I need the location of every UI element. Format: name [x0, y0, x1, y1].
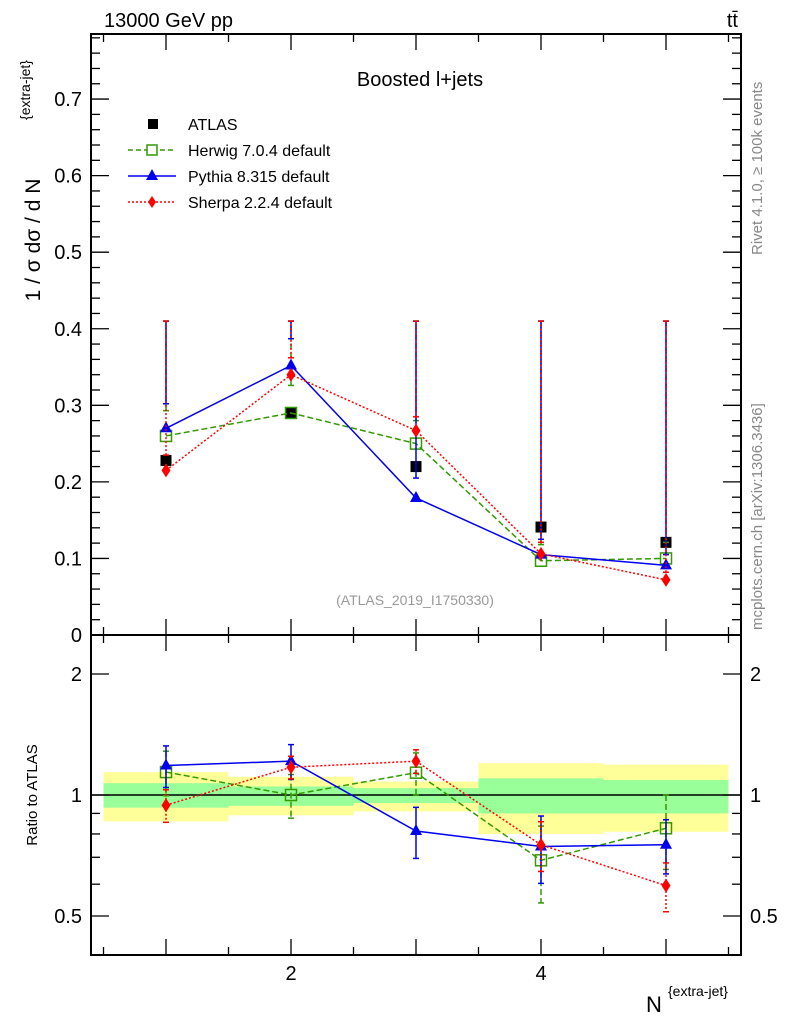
legend-pythia-marker	[146, 169, 158, 180]
ratio-y-tick-label: 1	[71, 785, 82, 807]
x-tick-label: 2	[285, 963, 296, 985]
ratio-pythia-point	[160, 758, 172, 770]
ratio-y-tick-label: 0.5	[54, 906, 82, 928]
legend-atlas-marker	[148, 119, 158, 129]
mcplots-label: mcplots.cern.ch [arXiv:1306.3436]	[749, 403, 766, 630]
main-herwig-point	[284, 406, 298, 420]
main-sherpa-point	[661, 572, 671, 587]
energy-label: 13000 GeV pp	[104, 10, 233, 32]
ratio-sherpa-point	[161, 798, 171, 813]
ratio-pythia-point	[660, 837, 672, 849]
ratio-y-tick-label-right: 0.5	[750, 906, 778, 928]
axis-ticks: 2 4 0 0.1 0.2 0.3 0.4 0.5 0.6 0.7 0.5 0.5 1 1 2 2	[54, 34, 778, 985]
data-marks	[159, 320, 673, 913]
main-sherpa-line	[165, 373, 667, 581]
y-axis-label: 1 / σ dσ / d N {extra-jet}	[17, 60, 45, 302]
ratio-sherpa-point	[286, 760, 296, 775]
y-tick-label: 0.4	[54, 319, 82, 341]
legend-item-atlas: ATLAS	[148, 117, 238, 134]
y-tick-label: 0.7	[54, 89, 82, 111]
y-tick-label: 0.6	[54, 166, 82, 188]
legend-sherpa-label: Sherpa 2.2.4 default	[188, 195, 333, 212]
analysis-label: (ATLAS_2019_I1750330)	[336, 592, 494, 608]
ratio-sherpa-point	[411, 754, 421, 769]
main-sherpa-point	[161, 463, 171, 478]
plot-title: Boosted l+jets	[357, 69, 483, 91]
x-axis-label: N	[646, 992, 662, 1017]
y-tick-label: 0.1	[54, 548, 82, 570]
ratio-pythia-point	[285, 754, 297, 766]
legend-item-pythia: Pythia 8.315 default	[128, 169, 330, 186]
legend: ATLAS Herwig 7.0.4 default Pythia 8.315 …	[128, 117, 333, 212]
y-tick-label: 0.2	[54, 472, 82, 494]
legend-sherpa-marker	[148, 196, 156, 208]
legend-atlas-label: ATLAS	[188, 117, 238, 134]
y-tick-label: 0	[71, 625, 82, 647]
ratio-y-tick-label-right: 2	[750, 664, 761, 686]
legend-item-herwig: Herwig 7.0.4 default	[128, 143, 331, 160]
main-atlas-point	[160, 454, 172, 466]
y-axis-label-text: 1 / σ dσ / d N	[22, 179, 45, 302]
y-tick-label: 0.5	[54, 242, 82, 264]
x-axis-label-sup: {extra-jet}	[668, 983, 728, 999]
ratio-y-axis-label: Ratio to ATLAS	[24, 744, 41, 845]
main-pythia-point	[410, 490, 422, 502]
ratio-panel-frame	[90, 634, 742, 956]
main-sherpa-point	[536, 546, 546, 561]
process-label: tt̄	[727, 10, 739, 32]
ratio-sherpa-point	[661, 878, 671, 893]
ratio-band-stat	[478, 778, 604, 814]
x-tick-label: 4	[535, 963, 546, 985]
ratio-herwig-point	[284, 788, 298, 802]
ratio-sherpa-point	[536, 837, 546, 852]
main-pythia-point	[285, 358, 297, 370]
legend-herwig-label: Herwig 7.0.4 default	[188, 143, 331, 160]
legend-pythia-label: Pythia 8.315 default	[188, 169, 330, 186]
rivet-label: Rivet 4.1.0, ≥ 100k events	[749, 82, 766, 255]
y-tick-label: 0.3	[54, 395, 82, 417]
y-axis-label-sup: {extra-jet}	[17, 60, 33, 120]
legend-item-sherpa: Sherpa 2.2.4 default	[128, 195, 333, 212]
ratio-y-tick-label: 2	[71, 664, 82, 686]
ratio-y-tick-label-right: 1	[750, 785, 761, 807]
main-sherpa-point	[411, 423, 421, 438]
legend-herwig-marker	[146, 144, 158, 156]
ratio-pythia-point	[410, 824, 422, 836]
main-sherpa-point	[286, 367, 296, 382]
